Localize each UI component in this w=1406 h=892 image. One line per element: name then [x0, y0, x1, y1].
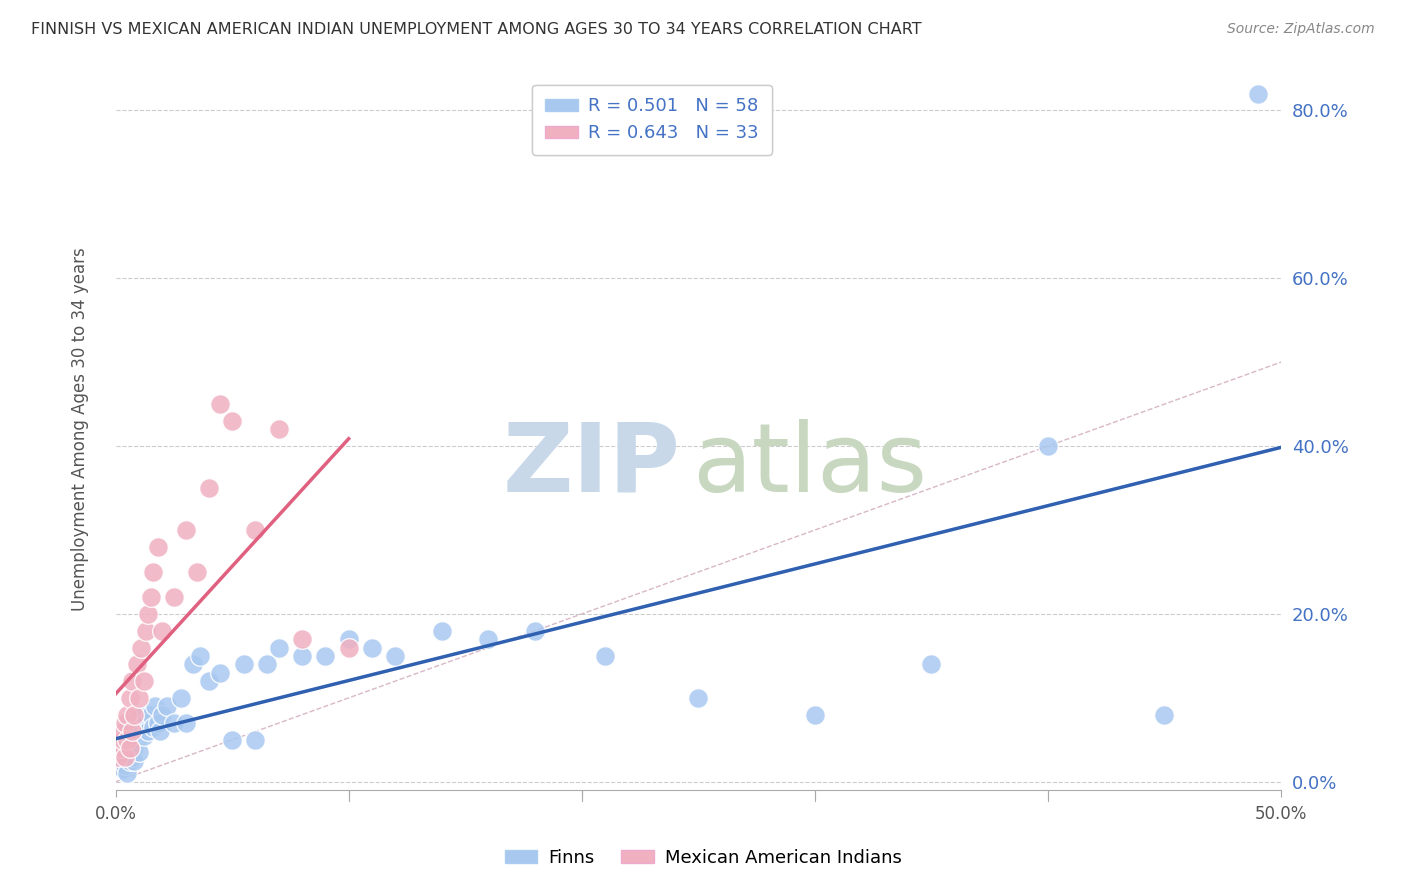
Text: atlas: atlas	[692, 419, 928, 512]
Point	[291, 632, 314, 647]
Point	[132, 729, 155, 743]
Point	[125, 657, 148, 672]
Point	[139, 707, 162, 722]
Point	[128, 724, 150, 739]
Point	[188, 648, 211, 663]
Point	[111, 762, 134, 776]
Point	[146, 540, 169, 554]
Point	[129, 707, 152, 722]
Point	[117, 707, 139, 722]
Point	[135, 624, 157, 638]
Legend: Finns, Mexican American Indians: Finns, Mexican American Indians	[498, 842, 908, 874]
Point	[174, 716, 197, 731]
Point	[245, 732, 267, 747]
Point	[361, 640, 384, 655]
Point	[150, 707, 173, 722]
Point	[209, 397, 232, 411]
Point	[122, 741, 145, 756]
Point	[181, 657, 204, 672]
Point	[118, 754, 141, 768]
Point	[198, 674, 221, 689]
Point	[291, 648, 314, 663]
Point	[209, 665, 232, 680]
Point	[245, 523, 267, 537]
Point	[384, 648, 406, 663]
Point	[117, 732, 139, 747]
Point	[107, 749, 129, 764]
Point	[149, 724, 172, 739]
Point	[117, 766, 139, 780]
Point	[170, 690, 193, 705]
Point	[593, 648, 616, 663]
Point	[477, 632, 499, 647]
Point	[128, 690, 150, 705]
Point	[232, 657, 254, 672]
Point	[121, 674, 143, 689]
Point	[111, 741, 134, 756]
Point	[688, 690, 710, 705]
Point	[314, 648, 336, 663]
Point	[1153, 707, 1175, 722]
Point	[163, 591, 186, 605]
Point	[139, 591, 162, 605]
Point	[117, 749, 139, 764]
Point	[107, 758, 129, 772]
Point	[267, 640, 290, 655]
Point	[337, 632, 360, 647]
Point	[150, 624, 173, 638]
Point	[1036, 439, 1059, 453]
Point	[221, 414, 243, 428]
Point	[121, 724, 143, 739]
Point	[337, 640, 360, 655]
Point	[186, 565, 208, 579]
Point	[110, 741, 132, 756]
Point	[803, 707, 825, 722]
Point	[920, 657, 942, 672]
Point	[118, 741, 141, 756]
Point	[136, 724, 159, 739]
Point	[142, 565, 165, 579]
Point	[524, 624, 547, 638]
Point	[118, 741, 141, 756]
Point	[110, 754, 132, 768]
Point	[114, 758, 136, 772]
Point	[174, 523, 197, 537]
Point	[142, 720, 165, 734]
Point	[110, 749, 132, 764]
Point	[114, 716, 136, 731]
Point	[114, 732, 136, 747]
Legend: R = 0.501   N = 58, R = 0.643   N = 33: R = 0.501 N = 58, R = 0.643 N = 33	[533, 85, 772, 155]
Point	[1246, 87, 1268, 101]
Point	[156, 699, 179, 714]
Point	[256, 657, 278, 672]
Point	[125, 716, 148, 731]
Point	[121, 749, 143, 764]
Point	[111, 724, 134, 739]
Point	[221, 732, 243, 747]
Point	[114, 749, 136, 764]
Y-axis label: Unemployment Among Ages 30 to 34 years: Unemployment Among Ages 30 to 34 years	[72, 247, 89, 611]
Point	[128, 746, 150, 760]
Text: FINNISH VS MEXICAN AMERICAN INDIAN UNEMPLOYMENT AMONG AGES 30 TO 34 YEARS CORREL: FINNISH VS MEXICAN AMERICAN INDIAN UNEMP…	[31, 22, 921, 37]
Point	[117, 724, 139, 739]
Point	[129, 640, 152, 655]
Point	[136, 607, 159, 621]
Point	[267, 422, 290, 436]
Point	[430, 624, 453, 638]
Point	[143, 699, 166, 714]
Point	[163, 716, 186, 731]
Point	[118, 690, 141, 705]
Point	[125, 732, 148, 747]
Point	[122, 707, 145, 722]
Point	[111, 732, 134, 747]
Point	[122, 754, 145, 768]
Text: ZIP: ZIP	[503, 419, 681, 512]
Point	[146, 716, 169, 731]
Point	[132, 674, 155, 689]
Point	[121, 729, 143, 743]
Point	[135, 716, 157, 731]
Text: Source: ZipAtlas.com: Source: ZipAtlas.com	[1227, 22, 1375, 37]
Point	[198, 481, 221, 495]
